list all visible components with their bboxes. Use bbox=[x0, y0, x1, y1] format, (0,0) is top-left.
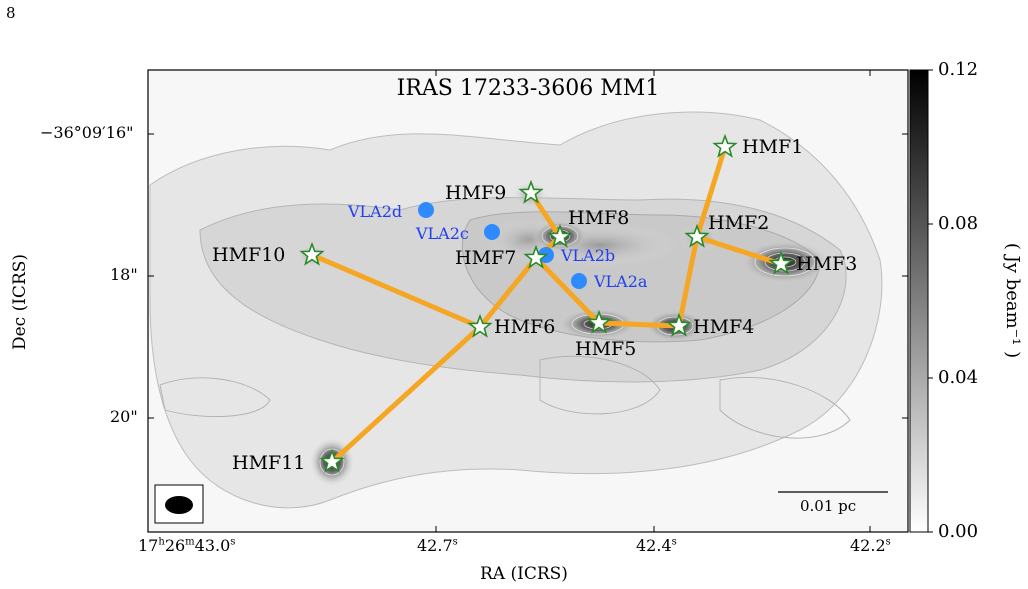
scale-bar-label: 0.01 pc bbox=[800, 497, 857, 515]
vla2a-label: VLA2a bbox=[594, 272, 648, 291]
hmf-markers bbox=[299, 133, 794, 473]
figure-title: IRAS 17233-3606 MM1 bbox=[396, 76, 660, 101]
filament-hmf1-hmf2 bbox=[694, 144, 728, 240]
page-number: 8 bbox=[6, 4, 16, 22]
y-tick-16: −36°09′16" bbox=[40, 123, 134, 142]
hmf7-label: HMF7 bbox=[455, 247, 517, 269]
filament-hmf2-hmf3 bbox=[694, 234, 784, 267]
x-tick-42-4: 42.4s bbox=[636, 536, 677, 555]
vla2c-marker bbox=[484, 224, 500, 240]
hmf9-star-icon bbox=[518, 179, 544, 204]
hmf4-label: HMF4 bbox=[693, 316, 755, 338]
hmf3-label: HMF3 bbox=[796, 253, 858, 275]
colorbar-tick-012: 0.12 bbox=[938, 59, 979, 80]
colorbar-ticks bbox=[928, 69, 933, 533]
colorbar bbox=[909, 69, 929, 533]
filament-hmf6-hmf11 bbox=[329, 324, 483, 465]
hmf10-star-icon bbox=[299, 241, 325, 266]
hmf10-label: HMF10 bbox=[212, 244, 286, 266]
hmf9-label: HMF9 bbox=[445, 182, 507, 204]
colorbar-tick-000: 0.00 bbox=[938, 521, 979, 542]
hmf1-label: HMF1 bbox=[742, 136, 804, 158]
hmf6-star-icon bbox=[467, 313, 493, 338]
axis-ticks bbox=[148, 70, 908, 532]
x-tick-42-7: 42.7s bbox=[417, 536, 458, 555]
hmf7-star-icon bbox=[523, 244, 549, 269]
hmf4-star-icon bbox=[666, 312, 692, 337]
vla2d-marker bbox=[418, 202, 434, 218]
y-tick-18: 18" bbox=[110, 265, 138, 284]
y-axis-title: Dec (ICRS) bbox=[10, 253, 31, 351]
vla2c-label: VLA2c bbox=[416, 224, 469, 243]
filament-hmf5-hmf7 bbox=[533, 255, 602, 326]
hmf2-label: HMF2 bbox=[708, 212, 770, 234]
hmf2-star-icon bbox=[684, 223, 710, 248]
hmf3-star-icon bbox=[768, 250, 794, 275]
hmf11-label: HMF11 bbox=[232, 452, 306, 474]
filament-hmf2-hmf4 bbox=[676, 234, 700, 329]
hmf5-star-icon bbox=[586, 309, 612, 334]
vla2b-label: VLA2b bbox=[561, 246, 616, 265]
emission-map bbox=[149, 111, 883, 509]
colorbar-title: ( Jy beam⁻¹ ) bbox=[1002, 242, 1024, 359]
filament-hmf4-hmf5 bbox=[596, 320, 682, 329]
hmf8-label: HMF8 bbox=[568, 207, 630, 229]
hmf8-star-icon bbox=[547, 223, 573, 248]
x-tick-42-2: 42.2s bbox=[850, 536, 891, 555]
colorbar-tick-004: 0.04 bbox=[938, 367, 979, 388]
vla2d-label: VLA2d bbox=[348, 202, 403, 221]
y-tick-20: 20" bbox=[110, 407, 138, 426]
filament-hmf6-hmf10 bbox=[309, 252, 483, 330]
hmf5-label: HMF5 bbox=[575, 338, 637, 360]
hmf1-star-icon bbox=[712, 133, 738, 158]
vla-markers bbox=[418, 202, 587, 289]
x-axis-title: RA (ICRS) bbox=[480, 564, 568, 584]
x-tick-43: 17h26m43.0s bbox=[138, 536, 236, 555]
beam-ellipse bbox=[165, 496, 193, 514]
filament-hmf7-hmf6 bbox=[477, 255, 539, 330]
vla2a-marker bbox=[571, 273, 587, 289]
hmf11-star-icon bbox=[319, 448, 345, 473]
colorbar-tick-008: 0.08 bbox=[938, 213, 979, 234]
hmf6-label: HMF6 bbox=[494, 316, 556, 338]
plot-frame bbox=[147, 69, 909, 533]
